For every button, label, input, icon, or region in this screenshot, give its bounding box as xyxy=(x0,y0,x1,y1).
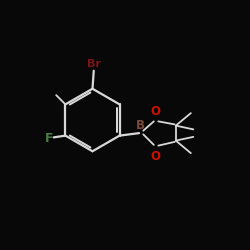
Text: Br: Br xyxy=(87,59,101,69)
Text: O: O xyxy=(151,106,161,118)
Text: O: O xyxy=(151,150,161,164)
Text: F: F xyxy=(45,132,54,144)
Text: B: B xyxy=(136,119,144,132)
